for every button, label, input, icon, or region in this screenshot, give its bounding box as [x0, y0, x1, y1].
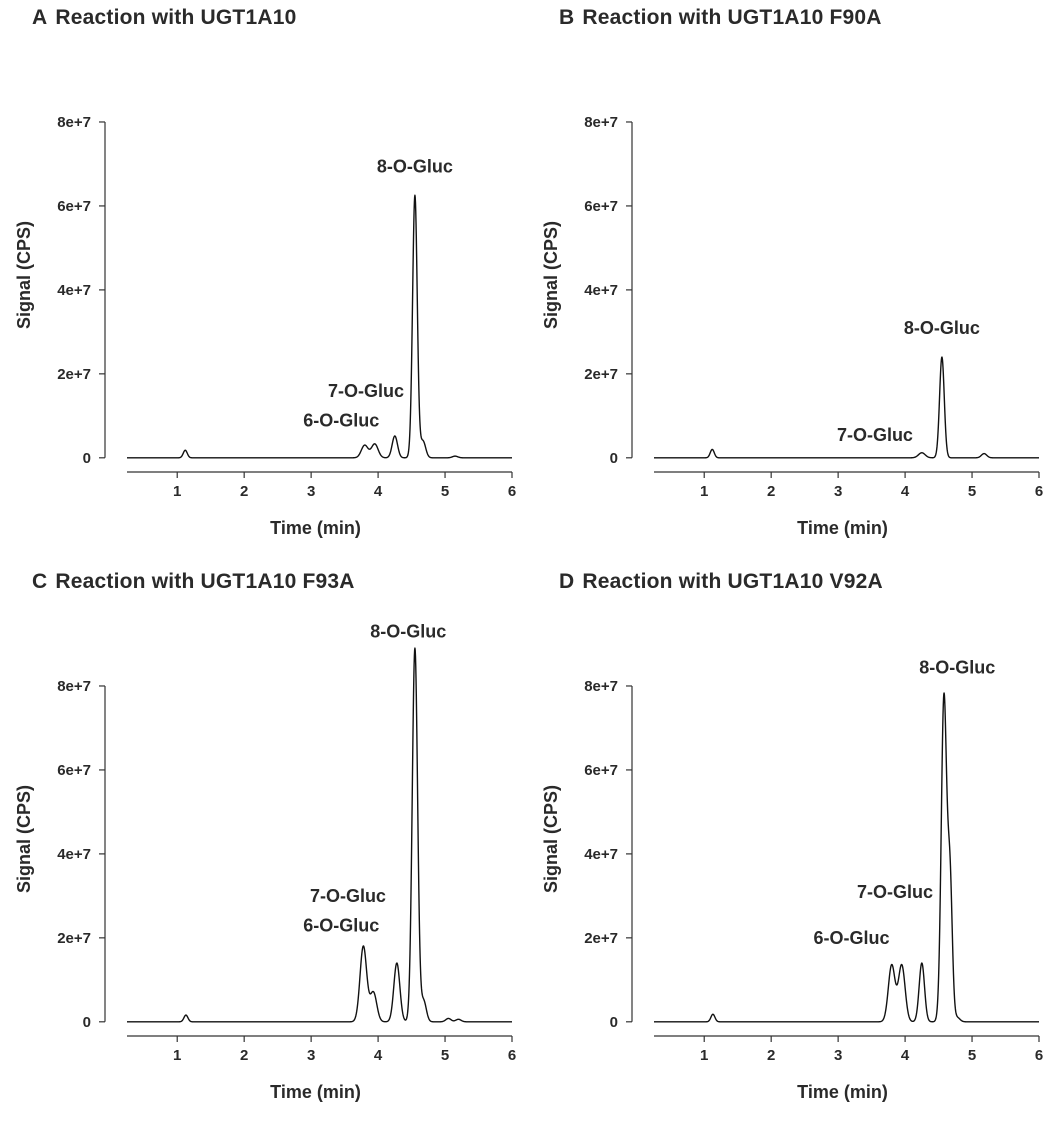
peak-label: 7-O-Gluc [328, 381, 404, 401]
x-axis-title: Time (min) [797, 518, 888, 538]
x-tick-label: 2 [767, 1047, 775, 1064]
panel-title-text: Reaction with UGT1A10 [55, 6, 297, 29]
y-tick-label: 8e+7 [584, 114, 618, 131]
peak-label: 8-O-Gluc [377, 156, 453, 176]
chart-svg: 1 2 3 4 5 6 0 2e+7 4e+7 6e+7 8e+7 Time (min) Signal … [14, 622, 516, 1102]
panel-title: B Reaction with UGT1A10 F90A [559, 6, 882, 30]
x-axis-title: Time (min) [270, 518, 361, 538]
x-tick-label: 5 [968, 1047, 976, 1064]
x-tick-label: 2 [240, 1047, 248, 1064]
x-axis-title: Time (min) [797, 1082, 888, 1102]
x-tick-label: 2 [240, 483, 248, 500]
y-axis-title: Signal (CPS) [14, 221, 34, 329]
peak-label: 8-O-Gluc [370, 622, 446, 642]
chromatogram-trace [653, 356, 1040, 459]
x-tick-label: 1 [700, 483, 708, 500]
x-tick-label: 6 [1035, 483, 1043, 500]
chart-svg: 1 2 3 4 5 6 0 2e+7 4e+7 6e+7 8e+7 Time (min) Signal … [541, 657, 1043, 1102]
y-tick-label: 0 [610, 1014, 618, 1031]
peak-label: 7-O-Gluc [310, 886, 386, 906]
y-tick-label: 6e+7 [584, 198, 618, 215]
y-tick-label: 0 [83, 450, 91, 467]
y-tick-label: 0 [610, 450, 618, 467]
y-tick-label: 6e+7 [57, 198, 91, 215]
x-tick-label: 4 [901, 1047, 910, 1064]
y-tick-label: 4e+7 [57, 846, 91, 863]
peak-label: 8-O-Gluc [904, 318, 980, 338]
chart-panel-b: B Reaction with UGT1A10 F90A 1 2 3 4 5 6 0 2e+7 4… [527, 0, 1054, 564]
y-tick-label: 6e+7 [584, 762, 618, 779]
peak-label: 8-O-Gluc [919, 657, 995, 677]
peak-label: 6-O-Gluc [303, 410, 379, 430]
x-tick-label: 5 [441, 483, 449, 500]
y-tick-label: 2e+7 [57, 930, 91, 947]
x-tick-label: 4 [374, 483, 383, 500]
x-tick-label: 5 [441, 1047, 449, 1064]
panel-letter: C [32, 570, 48, 593]
x-tick-label: 6 [508, 483, 516, 500]
y-tick-label: 4e+7 [584, 282, 618, 299]
y-tick-label: 2e+7 [584, 366, 618, 383]
y-tick-label: 6e+7 [57, 762, 91, 779]
x-tick-label: 6 [508, 1047, 516, 1064]
chart-svg: 1 2 3 4 5 6 0 2e+7 4e+7 6e+7 8e+7 Time (min) Signal … [541, 114, 1043, 538]
x-axis-title: Time (min) [270, 1082, 361, 1102]
peak-label: 6-O-Gluc [814, 928, 890, 948]
x-tick-label: 2 [767, 483, 775, 500]
panel-title: C Reaction with UGT1A10 F93A [32, 570, 355, 594]
chart-svg: 1 2 3 4 5 6 0 2e+7 4e+7 6e+7 8e+7 Time (min) Signal … [14, 114, 516, 538]
y-tick-label: 0 [83, 1014, 91, 1031]
x-tick-label: 1 [173, 1047, 181, 1064]
x-tick-label: 3 [834, 483, 842, 500]
y-tick-label: 8e+7 [57, 114, 91, 131]
peak-label: 6-O-Gluc [303, 916, 379, 936]
panel-letter: B [559, 6, 575, 29]
chart-panel-a: A Reaction with UGT1A10 1 2 3 4 5 6 0 2e+7 4e+7 6e… [0, 0, 527, 564]
x-tick-label: 4 [901, 483, 910, 500]
chromatogram-trace [126, 647, 513, 1023]
chart-panel-d: D Reaction with UGT1A10 V92A 1 2 3 4 5 6 0 2e+7 4… [527, 564, 1054, 1128]
panel-letter: A [32, 6, 48, 29]
panel-title: A Reaction with UGT1A10 [32, 6, 296, 30]
panel-title-text: Reaction with UGT1A10 F93A [55, 570, 355, 593]
x-tick-label: 1 [173, 483, 181, 500]
chromatogram-trace [653, 692, 1040, 1023]
x-tick-label: 4 [374, 1047, 383, 1064]
y-tick-label: 2e+7 [584, 930, 618, 947]
y-axis-title: Signal (CPS) [14, 785, 34, 893]
panel-title: D Reaction with UGT1A10 V92A [559, 570, 883, 594]
chart-panel-c: C Reaction with UGT1A10 F93A 1 2 3 4 5 6 0 2e+7 4… [0, 564, 527, 1128]
x-tick-label: 3 [307, 483, 315, 500]
y-axis-title: Signal (CPS) [541, 221, 561, 329]
y-tick-label: 4e+7 [57, 282, 91, 299]
y-tick-label: 4e+7 [584, 846, 618, 863]
x-tick-label: 3 [834, 1047, 842, 1064]
y-tick-label: 8e+7 [584, 678, 618, 695]
panel-title-text: Reaction with UGT1A10 V92A [582, 570, 883, 593]
chromatogram-trace [126, 194, 513, 459]
y-axis-title: Signal (CPS) [541, 785, 561, 893]
x-tick-label: 1 [700, 1047, 708, 1064]
x-tick-label: 3 [307, 1047, 315, 1064]
panel-letter: D [559, 570, 575, 593]
peak-label: 7-O-Gluc [837, 425, 913, 445]
panel-title-text: Reaction with UGT1A10 F90A [582, 6, 882, 29]
y-tick-label: 8e+7 [57, 678, 91, 695]
y-tick-label: 2e+7 [57, 366, 91, 383]
x-tick-label: 5 [968, 483, 976, 500]
peak-label: 7-O-Gluc [857, 882, 933, 902]
x-tick-label: 6 [1035, 1047, 1043, 1064]
